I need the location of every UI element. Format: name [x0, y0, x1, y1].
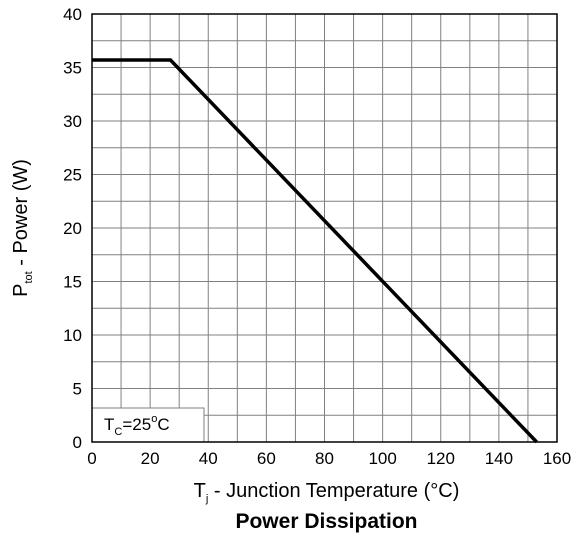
x-tick-label: 0 [87, 449, 96, 468]
x-tick-label: 100 [368, 449, 396, 468]
x-tick-label: 80 [315, 449, 334, 468]
x-tick-label: 140 [485, 449, 513, 468]
y-tick-label: 20 [63, 219, 82, 238]
annotation-sub: C [114, 426, 122, 438]
plot-frame [91, 13, 558, 443]
x-tick-labels: 0 20 40 60 80 100 120 140 160 [87, 449, 571, 468]
x-tick-label: 40 [199, 449, 218, 468]
y-tick-label: 25 [63, 166, 82, 185]
y-tick-label: 30 [63, 112, 82, 131]
x-axis-label: Tj - Junction Temperature (°C) [194, 480, 460, 505]
annotation-degree: o [151, 413, 157, 425]
annotation-rest: =25 [122, 415, 151, 434]
annotation-box: TC=25oC [91, 407, 205, 443]
y-tick-label: 35 [63, 59, 82, 78]
annotation-box-frame [91, 407, 205, 443]
y-tick-label: 0 [73, 433, 82, 452]
x-tick-label: 60 [257, 449, 276, 468]
y-axis-label-sub: tot [23, 271, 35, 283]
y-axis-label: Ptot - Power (W) [10, 159, 35, 297]
y-tick-labels: 0 5 10 15 20 25 30 35 40 [63, 5, 82, 452]
series-line-0 [92, 58, 538, 444]
x-tick-label: 120 [427, 449, 455, 468]
y-tick-label: 15 [63, 273, 82, 292]
y-tick-label: 10 [63, 326, 82, 345]
chart-title: Power Dissipation [235, 510, 417, 533]
y-tick-label: 5 [73, 380, 82, 399]
y-tick-label: 40 [63, 5, 82, 24]
x-tick-label: 160 [543, 449, 571, 468]
x-axis-label-rest: - Junction Temperature (°C) [208, 480, 459, 502]
annotation-unit: C [157, 415, 169, 434]
series-group [92, 58, 538, 444]
annotation-main: T [104, 415, 114, 434]
y-axis-label-main: P [10, 284, 32, 297]
x-axis-label-main: T [194, 480, 206, 502]
x-axis-label-sub: j [205, 493, 208, 505]
annotation-label: TC=25oC [104, 413, 170, 438]
y-axis-label-rest: - Power (W) [10, 159, 32, 271]
x-tick-label: 20 [141, 449, 160, 468]
grid-lines [92, 14, 557, 442]
